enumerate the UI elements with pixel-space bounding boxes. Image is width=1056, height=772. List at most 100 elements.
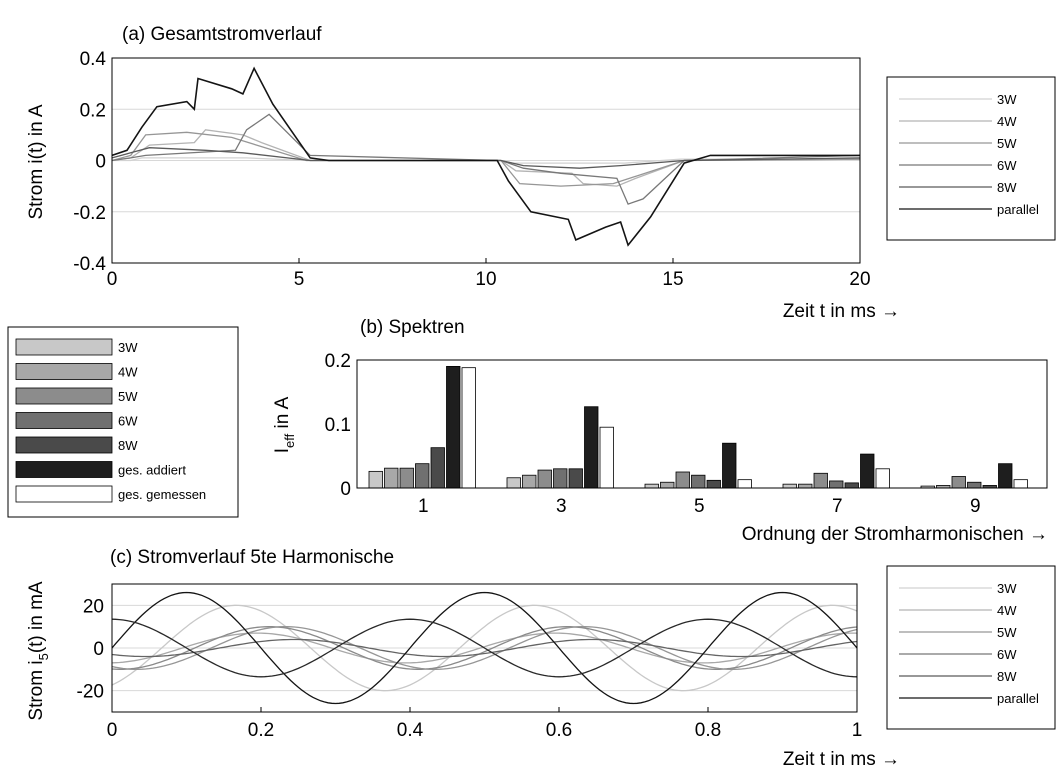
chart-b-bar xyxy=(461,367,476,489)
chart-c-xlabel: Zeit t in ms → xyxy=(783,749,900,770)
chart-b-bar xyxy=(967,481,982,489)
chart-b-legend-swatch xyxy=(15,436,113,454)
chart-a-legend-label: 6W xyxy=(997,158,1017,173)
chart-c-legend-label: parallel xyxy=(997,691,1039,706)
chart-a-xtick: 10 xyxy=(475,269,496,290)
chart-c-legend-label: 6W xyxy=(997,647,1017,662)
chart-a-xlabel: Zeit t in ms → xyxy=(783,301,900,322)
chart-b-bar xyxy=(384,467,399,489)
chart-c-series-line xyxy=(111,626,858,670)
chart-b-ytick: 0 xyxy=(340,479,351,500)
chart-a-legend-label: 4W xyxy=(997,114,1017,129)
chart-b-bar xyxy=(399,467,414,489)
chart-c-xtick: 1 xyxy=(852,720,863,741)
chart-c-legend: 3W 4W 5W 6W 8W parallel xyxy=(886,565,1056,730)
chart-b-bar xyxy=(798,483,813,489)
chart-c-legend-label: 5W xyxy=(997,625,1017,640)
chart-a-axes-box xyxy=(111,57,861,264)
chart-c-legend-label: 8W xyxy=(997,669,1017,684)
chart-b-category-label: 1 xyxy=(418,496,429,517)
chart-b-bar xyxy=(553,468,568,489)
chart-b-legend-label: 6W xyxy=(118,414,138,429)
chart-a: (a) Gesamtstromverlauf 0.40.20-0.2-0.40 5… xyxy=(26,24,900,322)
chart-a-title: (a) Gesamtstromverlauf xyxy=(122,24,322,45)
chart-a-plot-area: 0.40.20-0.2-0.40 5 10 15 20 xyxy=(73,49,870,290)
chart-a-ytick: 0.4 xyxy=(80,49,107,70)
chart-c-xtick: 0.8 xyxy=(695,720,721,741)
chart-b-bar xyxy=(584,406,599,489)
chart-b-bar xyxy=(829,480,844,489)
chart-a-ytick: 0 xyxy=(95,152,106,173)
chart-a-xtick: 5 xyxy=(294,269,305,290)
chart-a-legend-label: 3W xyxy=(997,92,1017,107)
chart-b-bar xyxy=(813,472,828,489)
chart-b-legend-swatch xyxy=(15,485,113,503)
chart-c-axes-box xyxy=(111,583,858,713)
chart-a-legend-label: parallel xyxy=(997,202,1039,217)
chart-b-legend-swatch xyxy=(15,387,113,405)
chart-c-series-line xyxy=(111,632,857,664)
chart-b-bar xyxy=(998,463,1013,489)
chart-c-ytick: -20 xyxy=(77,682,104,703)
chart-c-xtick: 0.2 xyxy=(248,720,274,741)
chart-b-legend-label: 3W xyxy=(118,340,138,355)
chart-b-xlabel: Ordnung der Stromharmonischen → xyxy=(742,524,1048,545)
chart-b-legend-label: ges. addiert xyxy=(118,463,186,478)
chart-a-legend: 3W 4W 5W 6W 8W parallel xyxy=(886,76,1056,241)
chart-b: (b) Spektren 0.2 0.1 0 1 3 5 7 9 Ordnung der St… xyxy=(272,317,1048,545)
chart-b-legend-swatch xyxy=(15,412,113,429)
chart-c-legend-frame xyxy=(886,565,1056,730)
chart-a-legend-label: 8W xyxy=(997,180,1017,195)
chart-c-title: (c) Stromverlauf 5te Harmonische xyxy=(110,547,394,568)
chart-b-legend-swatch xyxy=(15,363,113,380)
chart-c-xtick: 0.4 xyxy=(397,720,424,741)
chart-c-ylabel: Strom i5(t) in mA xyxy=(26,581,51,721)
chart-b-ylabel: Ieff in A xyxy=(272,396,297,453)
chart-b-bar xyxy=(722,442,737,489)
chart-b-bar xyxy=(660,481,675,489)
chart-c-legend-label: 4W xyxy=(997,603,1017,618)
chart-a-legend-label: 5W xyxy=(997,136,1017,151)
chart-b-bar xyxy=(415,463,430,489)
chart-b-ytick: 0.2 xyxy=(325,351,351,372)
chart-b-legend: 3W 4W 5W 6W 8W ges. addiert ges. gemessen xyxy=(7,326,239,518)
chart-c-series-line xyxy=(111,638,858,658)
chart-a-ytick: 0.2 xyxy=(80,100,106,121)
chart-a-series-line xyxy=(111,66,860,247)
chart-b-legend-label: 8W xyxy=(118,438,138,453)
chart-b-bar xyxy=(691,474,706,489)
chart-b-bar xyxy=(430,447,445,489)
chart-b-bar xyxy=(568,468,583,489)
chart-b-bar xyxy=(537,469,552,489)
chart-b-bar xyxy=(737,479,752,489)
chart-b-category-label: 9 xyxy=(970,496,981,517)
chart-b-ytick: 0.1 xyxy=(325,415,351,436)
chart-b-bar xyxy=(875,468,890,489)
chart-b-category-label: 7 xyxy=(832,496,843,517)
chart-b-title: (b) Spektren xyxy=(360,317,465,338)
chart-b-bar xyxy=(506,477,521,489)
chart-c-ytick: 0 xyxy=(93,639,104,660)
chart-b-bar xyxy=(675,471,690,489)
chart-c-series-line xyxy=(111,591,858,705)
chart-b-category-label: 3 xyxy=(556,496,567,517)
chart-c-series-line xyxy=(111,618,858,678)
chart-b-bar xyxy=(782,483,797,489)
chart-a-xtick: 20 xyxy=(849,269,870,290)
chart-c: (c) Stromverlauf 5te Harmonische 200-200… xyxy=(26,547,900,770)
chart-b-bar xyxy=(860,453,875,489)
chart-b-bar xyxy=(599,426,614,489)
chart-a-legend-frame xyxy=(886,76,1056,241)
chart-c-legend-label: 3W xyxy=(997,581,1017,596)
chart-a-xtick: 15 xyxy=(662,269,683,290)
chart-b-legend-label: 5W xyxy=(118,389,138,404)
chart-c-ylabel-text: Strom i5(t) in mA xyxy=(26,581,51,721)
chart-b-ylabel-text: Ieff in A xyxy=(272,396,297,453)
chart-b-axes-box xyxy=(356,359,1048,489)
chart-b-legend-label: ges. gemessen xyxy=(118,487,206,502)
chart-c-xtick: 0 xyxy=(107,720,118,741)
chart-b-bar xyxy=(1013,479,1028,489)
chart-c-ytick: 20 xyxy=(83,596,104,617)
chart-b-plot-area: 0.2 0.1 0 1 3 5 7 9 xyxy=(325,351,1048,517)
chart-b-legend-swatch xyxy=(15,461,113,478)
